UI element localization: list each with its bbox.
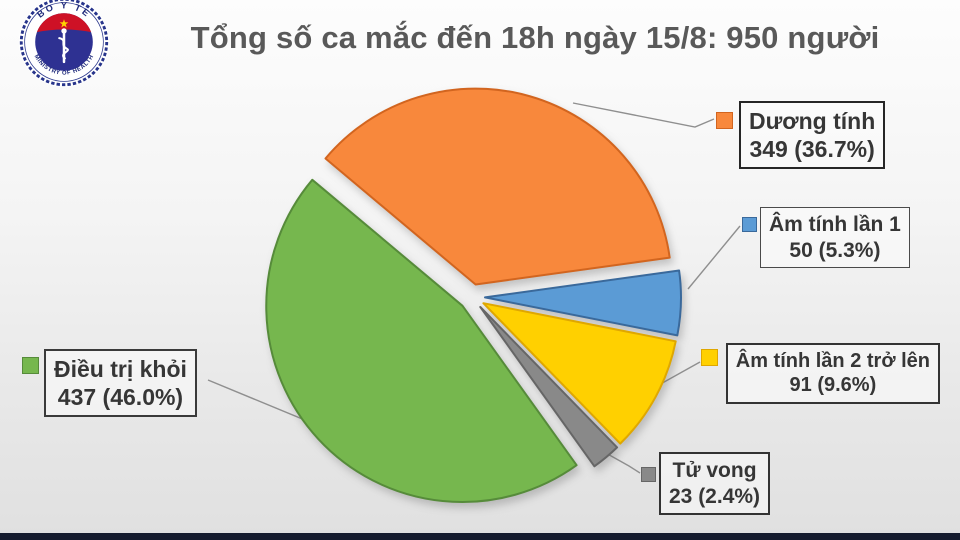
legend-label: Tử vong [672,459,757,482]
legend-value: 23 (2.4%) [669,484,761,508]
legend-label: Âm tính lần 1 [769,213,901,236]
legend-label: Âm tính lần 2 trở lên [735,350,930,372]
legend-box-tu-vong: Tử vong 23 (2.4%) [659,452,771,516]
legend-label: Dương tính [749,108,876,134]
legend-value: 349 (36.7%) [749,136,875,163]
footer-bar [0,533,960,540]
chart-title: Tổng số ca mắc đến 18h ngày 15/8: 950 ng… [190,20,880,55]
logo-star-icon [59,19,69,28]
logo-segmented-ring-icon [19,0,109,87]
legend-box-am-tinh-lan-2: Âm tính lần 2 trở lên 91 (9.6%) [725,343,940,404]
legend-value: 91 (9.6%) [789,374,877,397]
pie-slice-am-tinh-lan-1 [484,269,682,337]
legend-label: Điều trị khỏi [54,356,187,382]
legend-box-duong-tinh: Dương tính 349 (36.7%) [739,101,886,170]
ministry-of-health-logo: BO Y TE MINISTRY OF HEALTH [18,0,110,88]
pie-slice-duong-tinh [324,87,671,286]
legend-marker-dieu-tri-khoi [22,357,39,374]
legend-marker-am-tinh-lan-1 [742,217,757,232]
pie-slice-dieu-tri-khoi [265,178,578,503]
legend-box-dieu-tri-khoi: Điều trị khỏi 437 (46.0%) [44,349,197,418]
leader-line-duong-tinh [572,102,715,128]
pie-slice-am-tinh-lan-2-tro-len [482,302,677,445]
legend-value: 437 (46.0%) [57,384,184,411]
pie-slice-tu-vong [479,306,619,468]
logo-staff-snake-icon [58,28,69,64]
logo-inner-emblem [35,13,93,71]
leader-line-tu-vong [603,451,641,474]
legend-box-am-tinh-lan-1: Âm tính lần 1 50 (5.3%) [760,207,910,269]
leader-line-am-tinh-lan-1 [687,225,741,290]
legend-marker-tu-vong [641,467,656,482]
legend-marker-am-tinh-lan-2 [701,349,718,366]
pie-slices-group [265,87,682,503]
legend-value: 50 (5.3%) [789,238,881,262]
legend-marker-duong-tinh [716,112,733,129]
